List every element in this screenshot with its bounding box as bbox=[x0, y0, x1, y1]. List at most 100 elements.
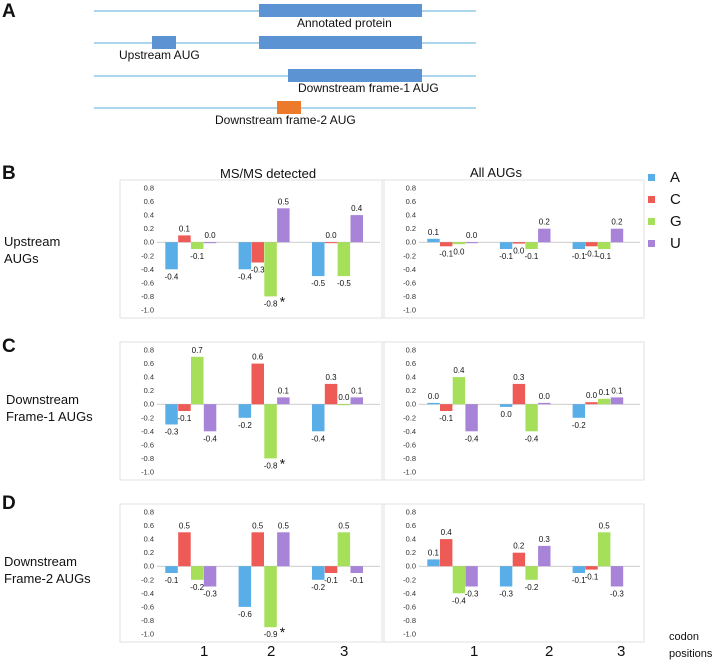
bar-a-pos2 bbox=[499, 566, 513, 587]
legend: A C G U bbox=[648, 169, 682, 252]
data-label: 0.0 bbox=[428, 392, 440, 401]
bar-c-pos1 bbox=[178, 532, 191, 567]
bar-a-pos2 bbox=[499, 242, 513, 249]
bar-g-pos1 bbox=[452, 242, 466, 245]
data-label: -0.4 bbox=[452, 596, 466, 605]
bar-g-pos1 bbox=[191, 356, 204, 405]
data-label: -0.2 bbox=[190, 583, 204, 592]
data-label: -0.4 bbox=[311, 434, 325, 443]
legend-swatch-a bbox=[648, 174, 655, 181]
y-tick-label: -1.0 bbox=[403, 468, 416, 477]
y-tick-label: 0.8 bbox=[406, 346, 416, 355]
upstream-aug-label: Upstream AUG bbox=[119, 48, 200, 62]
axis-note-codon: codon bbox=[669, 631, 699, 643]
y-tick-label: -0.8 bbox=[403, 292, 416, 301]
y-tick-label: 0.2 bbox=[406, 386, 416, 395]
data-label: -0.1 bbox=[350, 576, 364, 585]
y-tick-label: 0.0 bbox=[144, 400, 154, 409]
data-label: -0.1 bbox=[572, 576, 586, 585]
data-label: 0.5 bbox=[278, 521, 290, 530]
significance-star: * bbox=[280, 624, 286, 640]
bar-g-pos2 bbox=[525, 242, 538, 249]
panel-letter-b: B bbox=[2, 163, 16, 184]
y-tick-label: 0.0 bbox=[144, 562, 154, 571]
row-label-frame1-2: Frame-1 AUGs bbox=[6, 409, 93, 424]
bar-g-pos3 bbox=[598, 398, 611, 405]
y-tick-label: 0.4 bbox=[144, 535, 154, 544]
bar-c-pos3 bbox=[324, 566, 338, 573]
data-label: 0.0 bbox=[325, 231, 337, 240]
bar-c-pos1 bbox=[440, 242, 453, 247]
legend-swatch-u bbox=[648, 240, 655, 247]
data-label: -0.2 bbox=[311, 583, 325, 592]
bar-g-pos2 bbox=[264, 404, 277, 459]
data-label: 0.0 bbox=[513, 247, 525, 256]
data-label: -0.9 bbox=[264, 630, 278, 639]
data-label: -0.1 bbox=[597, 252, 611, 261]
bar-a-pos1 bbox=[427, 559, 440, 567]
bar-a-pos3 bbox=[312, 566, 325, 580]
y-tick-label: 0.8 bbox=[144, 346, 154, 355]
y-tick-label: 0.8 bbox=[144, 184, 154, 193]
y-tick-label: 0.6 bbox=[144, 359, 154, 368]
annotated-protein-label: Annotated protein bbox=[297, 16, 392, 30]
bar-u-pos2 bbox=[538, 228, 551, 243]
bar-u-pos3 bbox=[350, 566, 363, 573]
bar-a-pos1 bbox=[165, 404, 178, 425]
data-label: -0.4 bbox=[238, 272, 252, 281]
data-label: 0.1 bbox=[611, 386, 623, 395]
y-tick-label: 0.2 bbox=[144, 224, 154, 233]
bar-c-pos3 bbox=[324, 242, 338, 244]
bar-a-pos1 bbox=[427, 402, 440, 405]
bar-u-pos2 bbox=[277, 208, 290, 243]
data-label: -0.1 bbox=[324, 576, 338, 585]
panel-letter-a: A bbox=[2, 1, 16, 22]
data-label: 0.3 bbox=[325, 373, 337, 382]
bar-u-pos1 bbox=[465, 242, 478, 244]
upstream-orf-box bbox=[152, 36, 176, 49]
data-label: 0.1 bbox=[351, 386, 363, 395]
chart-D-ms: 0.8 0.6 0.4 0.2 0.0 -0.2 -0.4 -0.6 -0.8 -1.0 -0.1 0… bbox=[119, 503, 385, 643]
significance-star: * bbox=[280, 293, 286, 309]
y-tick-label: -0.2 bbox=[403, 251, 416, 260]
bar-g-pos1 bbox=[452, 377, 466, 405]
legend-label-a: A bbox=[670, 169, 680, 186]
data-label: 0.1 bbox=[428, 548, 440, 557]
bar-c-pos2 bbox=[512, 552, 526, 567]
data-label: -0.3 bbox=[165, 428, 179, 437]
y-tick-label: 0.2 bbox=[406, 224, 416, 233]
bar-g-pos3 bbox=[337, 242, 351, 277]
data-label: 0.5 bbox=[179, 521, 191, 530]
column-title-ms: MS/MS detected bbox=[220, 166, 316, 181]
y-tick-label: -0.6 bbox=[403, 440, 416, 449]
bar-c-pos1 bbox=[440, 404, 453, 411]
y-tick-label: -0.2 bbox=[403, 575, 416, 584]
chart-C-ms: 0.8 0.6 0.4 0.2 0.0 -0.2 -0.4 -0.6 -0.8 -1.0 -0.3 -… bbox=[119, 341, 385, 481]
data-label: -0.8 bbox=[264, 461, 278, 470]
chart-B-all: 0.8 0.6 0.4 0.2 0.0 -0.2 -0.4 -0.6 -0.8 -1.0 0.1 -0… bbox=[381, 179, 645, 319]
bar-c-pos3 bbox=[585, 566, 598, 570]
y-tick-label: 0.4 bbox=[144, 373, 154, 382]
row-label-frame2-1: Downstream bbox=[4, 554, 77, 569]
data-label: -0.3 bbox=[465, 590, 479, 599]
bar-u-pos1 bbox=[203, 242, 217, 244]
axis-note-positions: positions bbox=[669, 648, 713, 660]
data-label: -0.1 bbox=[165, 576, 179, 585]
bar-a-pos3 bbox=[312, 404, 325, 432]
codon-position-1-all: 1 bbox=[470, 643, 478, 660]
chart-frame bbox=[381, 341, 645, 481]
y-tick-label: 0.8 bbox=[144, 508, 154, 517]
data-label: 0.0 bbox=[338, 393, 350, 402]
legend-label-g: G bbox=[670, 213, 682, 230]
bar-a-pos2 bbox=[499, 404, 513, 407]
bar-g-pos1 bbox=[191, 566, 204, 580]
y-tick-label: -0.8 bbox=[403, 454, 416, 463]
y-tick-label: 0.4 bbox=[144, 211, 154, 220]
y-tick-label: -0.8 bbox=[141, 616, 154, 625]
data-label: -0.1 bbox=[178, 414, 192, 423]
data-label: -0.4 bbox=[525, 434, 539, 443]
legend-label-c: C bbox=[670, 191, 681, 208]
bar-u-pos3 bbox=[610, 228, 624, 243]
bar-g-pos2 bbox=[264, 566, 277, 628]
